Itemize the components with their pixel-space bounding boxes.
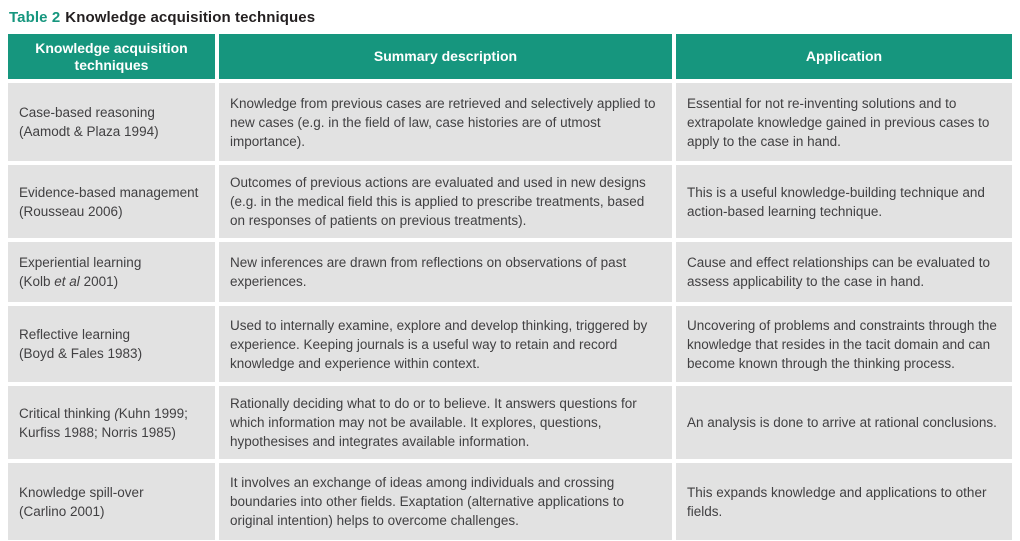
cell-summary-5: Rationally deciding what to do or to bel… bbox=[219, 386, 672, 459]
cell-technique-5: Critical thinking (Kuhn 1999; Kurfiss 19… bbox=[8, 386, 215, 459]
cell-technique-4: Reflective learning (Boyd & Fales 1983) bbox=[8, 306, 215, 382]
cell-technique-2: Evidence-based management (Rousseau 2006… bbox=[8, 165, 215, 238]
column-header-application: Application bbox=[676, 34, 1012, 79]
table-caption: Table 2 Knowledge acquisition techniques bbox=[9, 9, 1012, 26]
cell-application-2: This is a useful knowledge-building tech… bbox=[676, 165, 1012, 238]
table-caption-label: Table 2 bbox=[9, 9, 61, 26]
technique-citation: (Boyd & Fales 1983) bbox=[19, 346, 143, 361]
technique-citation: Kurfiss 1988; Norris 1985) bbox=[19, 424, 176, 440]
cell-technique-3: Experiential learning (Kolb et al 2001) bbox=[8, 242, 215, 302]
cell-application-4: Uncovering of problems and constraints t… bbox=[676, 306, 1012, 382]
column-header-techniques: Knowledge acquisition techniques bbox=[8, 34, 215, 79]
technique-name: Evidence-based management bbox=[19, 184, 199, 200]
technique-citation: (Kolb et al 2001) bbox=[19, 274, 119, 289]
table-caption-text: Knowledge acquisition techniques bbox=[65, 9, 316, 26]
technique-citation: (Rousseau 2006) bbox=[19, 203, 123, 219]
cell-summary-3: New inferences are drawn from reflection… bbox=[219, 242, 672, 302]
technique-name: Critical thinking (Kuhn 1999; bbox=[19, 405, 188, 421]
cell-technique-1: Case-based reasoning (Aamodt & Plaza 199… bbox=[8, 83, 215, 161]
cell-summary-1: Knowledge from previous cases are retrie… bbox=[219, 83, 672, 161]
cell-application-5: An analysis is done to arrive at rationa… bbox=[676, 386, 1012, 459]
cell-summary-6: It involves an exchange of ideas among i… bbox=[219, 463, 672, 540]
cell-summary-2: Outcomes of previous actions are evaluat… bbox=[219, 165, 672, 238]
technique-name: Experiential learning bbox=[19, 255, 142, 270]
cell-technique-6: Knowledge spill-over (Carlino 2001) bbox=[8, 463, 215, 540]
cell-application-1: Essential for not re-inventing solutions… bbox=[676, 83, 1012, 161]
cell-application-6: This expands knowledge and applications … bbox=[676, 463, 1012, 540]
column-header-summary: Summary description bbox=[219, 34, 672, 79]
technique-citation: (Carlino 2001) bbox=[19, 503, 105, 519]
technique-name: Reflective learning bbox=[19, 327, 131, 342]
cell-summary-4: Used to internally examine, explore and … bbox=[219, 306, 672, 382]
technique-name: Case-based reasoning bbox=[19, 105, 155, 120]
knowledge-acquisition-table: Knowledge acquisition techniques Summary… bbox=[8, 34, 1012, 540]
technique-citation: (Aamodt & Plaza 1994) bbox=[19, 124, 159, 139]
technique-name: Knowledge spill-over bbox=[19, 484, 144, 500]
cell-application-3: Cause and effect relationships can be ev… bbox=[676, 242, 1012, 302]
